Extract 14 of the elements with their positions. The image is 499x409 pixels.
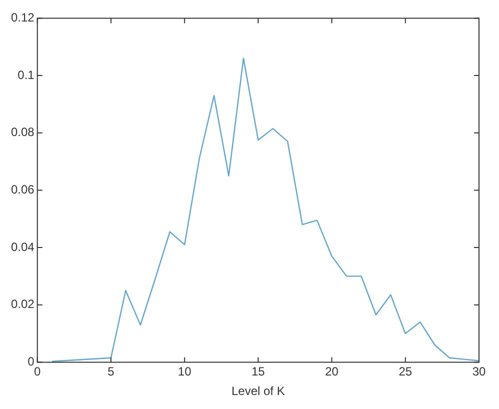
y-tick-label: 0.04 <box>10 240 35 254</box>
y-tick-label: 0.08 <box>10 125 35 140</box>
x-tick-label: 10 <box>178 364 192 379</box>
x-tick-label: 25 <box>398 364 412 379</box>
y-tick-label: 0 <box>28 354 35 369</box>
y-tick-label: 0.12 <box>10 10 35 25</box>
y-tick-label: 0.02 <box>10 297 35 312</box>
x-tick-label: 15 <box>252 364 266 379</box>
x-tick-label: 20 <box>325 364 339 379</box>
x-axis-title: Level of K <box>231 384 285 398</box>
x-tick-label: 30 <box>472 364 486 379</box>
y-tick-label: 0.06 <box>10 182 35 197</box>
y-tick-label: 0.1 <box>18 68 35 82</box>
x-tick-label: 5 <box>108 364 115 379</box>
